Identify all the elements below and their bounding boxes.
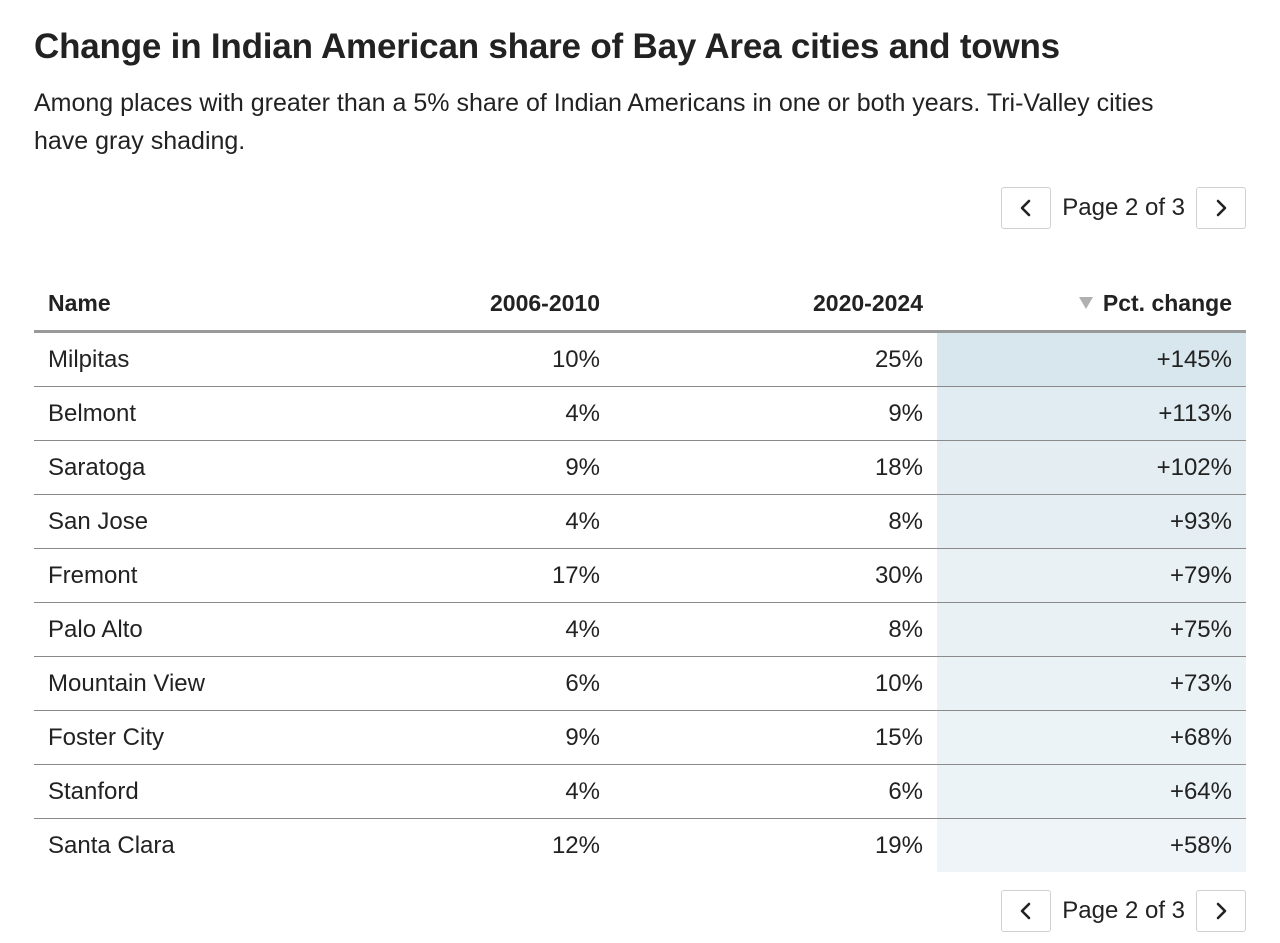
cell-2006-2010: 4%: [319, 764, 614, 819]
chevron-left-icon: [1020, 199, 1031, 217]
cell-pct-change: +73%: [937, 656, 1246, 711]
cell-pct-change: +64%: [937, 764, 1246, 819]
cell-name: Santa Clara: [48, 831, 175, 859]
cell-2006-2010: 10%: [319, 331, 614, 387]
chart-container: Change in Indian American share of Bay A…: [34, 0, 1246, 933]
table-row: Foster City 9% 15% +68%: [34, 710, 1246, 765]
cell-name: Saratoga: [34, 440, 319, 495]
pagination-top: Page 2 of 3: [34, 186, 1246, 230]
table-row: Belmont 4% 9% +113%: [34, 386, 1246, 441]
cell-pct-change: +75%: [937, 602, 1246, 657]
cell-2020-2024: 8%: [614, 494, 937, 549]
table-row: Mountain View 6% 10% +73%: [34, 656, 1246, 711]
cell-2006-2010: 6%: [319, 656, 614, 711]
cell-2020-2024: 15%: [614, 710, 937, 765]
chevron-right-icon: [1216, 902, 1227, 920]
cell-2020-2024: 9%: [614, 386, 937, 441]
cell-2020-2024: 25%: [614, 331, 937, 387]
cell-2006-2010: 12%: [551, 831, 600, 859]
cell-name: Milpitas: [34, 331, 319, 387]
sort-descending-icon: [1078, 296, 1093, 309]
cell-pct-change: +58%: [937, 818, 1246, 872]
table-row: Saratoga 9% 18% +102%: [34, 440, 1246, 495]
cell-name: Palo Alto: [34, 602, 319, 657]
prev-page-button[interactable]: [1001, 187, 1052, 229]
table-row: Santa Clara 12% 19% +58%: [34, 818, 1246, 872]
page-indicator: Page 2 of 3: [1062, 194, 1185, 221]
chart-subtitle: Among places with greater than a 5% shar…: [34, 89, 1154, 155]
table-row: Palo Alto 4% 8% +75%: [34, 602, 1246, 657]
prev-page-button-bottom[interactable]: [1001, 890, 1052, 932]
cell-2006-2010: 9%: [319, 710, 614, 765]
cell-2020-2024: 10%: [614, 656, 937, 711]
table-row: San Jose 4% 8% +93%: [34, 494, 1246, 549]
cell-2006-2010: 4%: [319, 386, 614, 441]
cell-2006-2010: 9%: [319, 440, 614, 495]
cell-name: San Jose: [34, 494, 319, 549]
next-page-button[interactable]: [1196, 187, 1246, 229]
cell-2020-2024: 6%: [614, 764, 937, 819]
cell-pct-change: +79%: [937, 548, 1246, 603]
cell-2006-2010: 4%: [319, 602, 614, 657]
cell-2020-2024: 30%: [614, 548, 937, 603]
cell-2020-2024: 18%: [614, 440, 937, 495]
cell-2006-2010: 4%: [319, 494, 614, 549]
cell-pct-change: +102%: [937, 440, 1246, 495]
table-body: Milpitas 10% 25% +145% Belmont 4% 9% +113% Sarat…: [34, 331, 1246, 872]
next-page-button-bottom[interactable]: [1196, 890, 1246, 932]
cell-pct-change: +68%: [937, 710, 1246, 765]
cell-name: Mountain View: [34, 656, 319, 711]
column-header-pct-change-label: Pct. change: [1102, 289, 1232, 316]
cell-name: Foster City: [34, 710, 319, 765]
cell-pct-change: +113%: [937, 386, 1246, 441]
cell-2020-2024: 19%: [874, 831, 923, 859]
column-header-2006-2010[interactable]: 2006-2010: [319, 276, 614, 333]
table-row: Stanford 4% 6% +64%: [34, 764, 1246, 819]
data-table: Name 2006-2010 2020-2024 Pct. change Mil…: [34, 276, 1246, 872]
cell-pct-change: +93%: [937, 494, 1246, 549]
cell-2006-2010: 17%: [319, 548, 614, 603]
chevron-left-icon: [1020, 902, 1031, 920]
column-header-name[interactable]: Name: [34, 276, 319, 333]
table-row: Milpitas 10% 25% +145%: [34, 331, 1246, 387]
column-header-pct-change[interactable]: Pct. change: [937, 276, 1246, 333]
cell-2020-2024: 8%: [614, 602, 937, 657]
column-header-2020-2024[interactable]: 2020-2024: [614, 276, 937, 333]
pagination-bottom: Page 2 of 3: [34, 889, 1246, 933]
cell-name: Stanford: [34, 764, 319, 819]
page-indicator-bottom: Page 2 of 3: [1062, 897, 1185, 924]
chevron-right-icon: [1216, 199, 1227, 217]
cell-name: Belmont: [34, 386, 319, 441]
cell-pct-change: +145%: [937, 331, 1246, 387]
cell-name: Fremont: [34, 548, 319, 603]
table-header-row: Name 2006-2010 2020-2024 Pct. change: [34, 276, 1246, 333]
chart-title: Change in Indian American share of Bay A…: [34, 27, 1060, 66]
table-row: Fremont 17% 30% +79%: [34, 548, 1246, 603]
